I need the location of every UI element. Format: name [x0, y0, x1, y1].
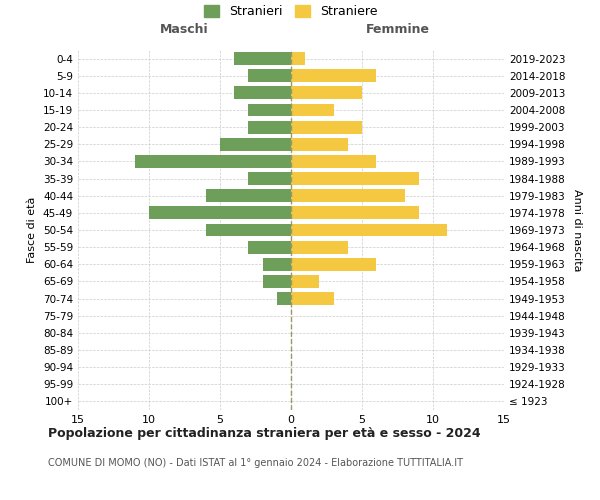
Bar — [263, 258, 291, 270]
Y-axis label: Anni di nascita: Anni di nascita — [572, 188, 582, 271]
Bar — [291, 206, 419, 220]
Bar — [248, 240, 291, 254]
Bar — [248, 70, 291, 82]
Bar — [234, 52, 291, 65]
Bar — [248, 104, 291, 117]
Bar — [291, 86, 362, 100]
Bar — [277, 292, 291, 305]
Bar — [291, 104, 334, 117]
Text: Maschi: Maschi — [160, 22, 209, 36]
Bar — [135, 155, 291, 168]
Text: Femmine: Femmine — [365, 22, 430, 36]
Bar — [291, 258, 376, 270]
Bar — [291, 52, 305, 65]
Bar — [291, 190, 404, 202]
Bar — [234, 86, 291, 100]
Bar — [291, 172, 419, 185]
Bar — [291, 240, 348, 254]
Bar — [291, 120, 362, 134]
Bar — [220, 138, 291, 150]
Text: COMUNE DI MOMO (NO) - Dati ISTAT al 1° gennaio 2024 - Elaborazione TUTTITALIA.IT: COMUNE DI MOMO (NO) - Dati ISTAT al 1° g… — [48, 458, 463, 468]
Y-axis label: Fasce di età: Fasce di età — [28, 197, 37, 263]
Bar — [291, 275, 319, 288]
Bar — [291, 138, 348, 150]
Bar — [248, 120, 291, 134]
Bar — [291, 292, 334, 305]
Bar — [206, 190, 291, 202]
Bar — [206, 224, 291, 236]
Bar — [149, 206, 291, 220]
Bar — [263, 275, 291, 288]
Bar — [291, 155, 376, 168]
Bar — [291, 224, 447, 236]
Bar — [291, 70, 376, 82]
Bar — [248, 172, 291, 185]
Text: Popolazione per cittadinanza straniera per età e sesso - 2024: Popolazione per cittadinanza straniera p… — [48, 428, 481, 440]
Legend: Stranieri, Straniere: Stranieri, Straniere — [199, 0, 383, 23]
